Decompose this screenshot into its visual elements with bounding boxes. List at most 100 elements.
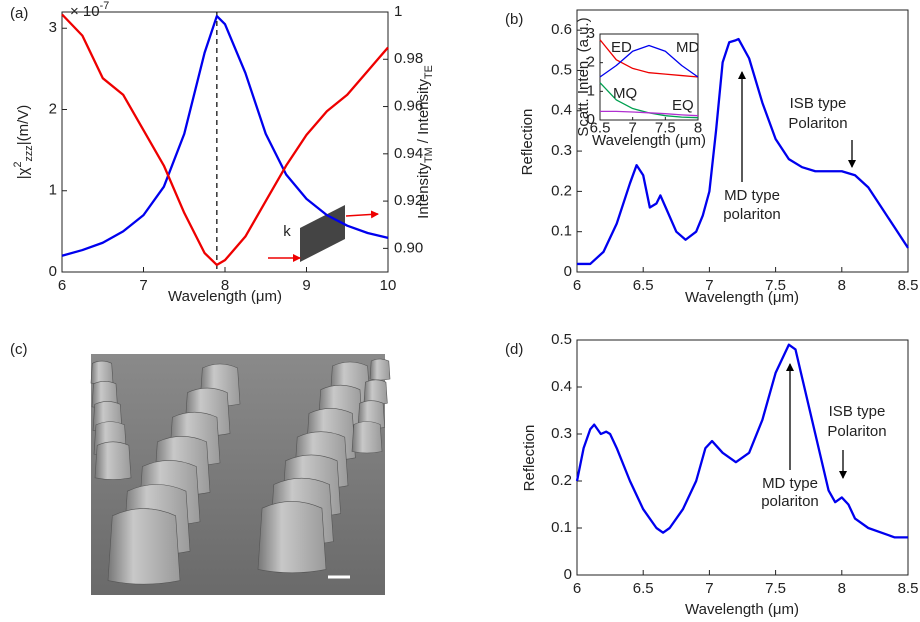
pillar	[351, 421, 383, 454]
x-tick-label: 8	[838, 580, 846, 597]
annotation: ISB type	[829, 403, 886, 420]
label-part: |(m/V)	[15, 105, 32, 146]
x-tick-label: 6.5	[633, 277, 654, 294]
y-tick-label: 0.3	[551, 425, 572, 442]
y2-axis-label: IntensityTM / IntensityTE	[415, 65, 435, 219]
series-label: ED	[611, 39, 632, 56]
x-tick-label: 7	[139, 277, 147, 294]
label-part: |χ	[15, 167, 32, 179]
y-tick-label: 0.90	[394, 239, 423, 256]
x-tick-label: 7.5	[765, 277, 786, 294]
y-tick-label: 1	[587, 82, 595, 99]
y-axis-label: |χ2zzz|(m/V)	[12, 105, 35, 180]
annotation: MD type	[724, 187, 780, 204]
annotation: polariton	[723, 206, 781, 223]
pillar	[369, 358, 391, 381]
x-axis-label: Wavelength (μm)	[168, 288, 282, 305]
series-line	[61, 14, 389, 257]
y-tick-label: 0.4	[551, 102, 572, 119]
x-axis-label: Wavelength (μm)	[592, 132, 706, 149]
label-part: 2	[12, 161, 24, 167]
y-tick-label: 0.6	[551, 21, 572, 38]
annotation: Polariton	[827, 423, 886, 440]
y-tick-label: 0.2	[551, 472, 572, 489]
x-axis-label: Wavelength (μm)	[685, 601, 799, 618]
label-part: -7	[100, 0, 110, 12]
y-tick-label: 0.4	[551, 378, 572, 395]
annotation: MD type	[762, 475, 818, 492]
y-tick-label: 3	[587, 25, 595, 42]
y-tick-label: 0.5	[551, 61, 572, 78]
y-tick-label: 1	[394, 3, 402, 20]
x-tick-label: 6	[58, 277, 66, 294]
y-tick-label: 0.2	[551, 182, 572, 199]
pillar	[257, 501, 327, 574]
y-tick-label: 0.96	[394, 98, 423, 115]
series-line	[599, 39, 699, 78]
y-tick-label: 1	[49, 182, 57, 199]
y-tick-label: 0.98	[394, 50, 423, 67]
series-line	[61, 13, 389, 267]
series-line	[599, 44, 699, 78]
y-tick-label: 0	[587, 111, 595, 128]
series-label: MD	[676, 39, 699, 56]
y-axis-label: Reflection	[519, 109, 536, 176]
sample-sketch	[300, 205, 345, 262]
x-axis-label: Wavelength (μm)	[685, 289, 799, 306]
panel-label: (d)	[505, 341, 523, 358]
series-line	[600, 110, 699, 117]
x-tick-label: 8	[838, 277, 846, 294]
x-tick-label: 6.5	[633, 580, 654, 597]
annotation: k	[283, 223, 291, 240]
x-tick-label: 6.5	[590, 120, 611, 137]
y-tick-label: 2	[587, 54, 595, 71]
panel-label: (b)	[505, 11, 523, 28]
x-tick-label: 6	[573, 580, 581, 597]
x-tick-label: 8.5	[898, 277, 919, 294]
annotation: polariton	[761, 493, 819, 510]
series-line	[577, 37, 909, 266]
series-line	[575, 343, 908, 539]
pillar	[107, 508, 181, 585]
series-label: MQ	[613, 85, 637, 102]
pillar	[94, 441, 132, 480]
y-tick-label: 0.1	[551, 519, 572, 536]
label-part: × 10	[70, 3, 100, 20]
x-tick-label: 7	[705, 580, 713, 597]
y-tick-label: 0	[49, 263, 57, 280]
x-tick-label: 8	[694, 120, 702, 137]
output-arrow	[345, 210, 379, 219]
label-part: zzz	[23, 145, 35, 161]
y-axis-label: Scatt. Inten. (a.u.)	[575, 17, 592, 136]
y-tick-label: 2	[49, 100, 57, 117]
x-tick-label: 8.5	[898, 580, 919, 597]
label-part: / Intensity	[415, 78, 432, 147]
label-part: TM	[423, 147, 435, 163]
x-tick-label: 9	[302, 277, 310, 294]
x-tick-label: 6	[573, 277, 581, 294]
pillar	[90, 360, 114, 385]
y-tick-label: 0.5	[551, 331, 572, 348]
x-tick-label: 8	[221, 277, 229, 294]
panel-label: (a)	[10, 5, 28, 22]
label-part: Intensity	[415, 162, 432, 218]
sample-sketch-top	[300, 203, 349, 228]
y-axis-label: Reflection	[521, 425, 538, 492]
y-tick-label: 3	[49, 19, 57, 36]
axis-multiplier: × 10-7	[70, 0, 109, 20]
y-tick-label: 0.92	[394, 192, 423, 209]
x-tick-label: 10	[380, 277, 397, 294]
y-tick-label: 0.1	[551, 223, 572, 240]
x-tick-label: 7.5	[765, 580, 786, 597]
axes-frame	[576, 339, 909, 576]
annotation: ISB type	[790, 95, 847, 112]
series-label: EQ	[672, 97, 694, 114]
x-tick-label: 7.5	[655, 120, 676, 137]
y-tick-label: 0	[564, 566, 572, 583]
y-tick-label: 0	[564, 263, 572, 280]
axes-frame	[576, 9, 909, 273]
y-tick-label: 0.3	[551, 142, 572, 159]
x-tick-label: 7	[705, 277, 713, 294]
y-tick-label: 0.94	[394, 145, 423, 162]
